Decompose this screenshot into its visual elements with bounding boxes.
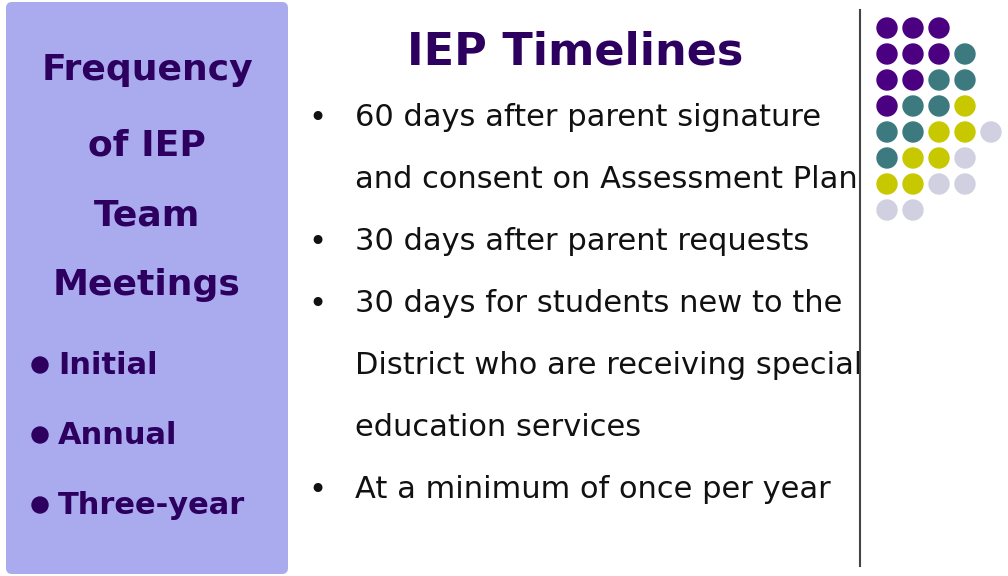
Circle shape (903, 70, 923, 90)
Circle shape (955, 174, 975, 194)
Circle shape (955, 122, 975, 142)
Text: of IEP: of IEP (88, 128, 206, 162)
Circle shape (877, 200, 897, 220)
Circle shape (32, 497, 48, 513)
Text: Frequency: Frequency (41, 53, 253, 87)
Text: 30 days after parent requests: 30 days after parent requests (355, 228, 809, 256)
Circle shape (955, 96, 975, 116)
Text: •: • (308, 104, 327, 132)
Circle shape (877, 18, 897, 38)
Circle shape (903, 122, 923, 142)
Circle shape (929, 96, 949, 116)
Circle shape (955, 44, 975, 64)
Text: 60 days after parent signature: 60 days after parent signature (355, 104, 822, 132)
Text: •: • (308, 290, 327, 319)
Text: education services: education services (355, 414, 641, 442)
Text: •: • (308, 476, 327, 505)
Text: Meetings: Meetings (53, 268, 241, 302)
Text: and consent on Assessment Plan: and consent on Assessment Plan (355, 165, 858, 195)
Text: Team: Team (94, 198, 201, 232)
Circle shape (903, 96, 923, 116)
Circle shape (929, 18, 949, 38)
Circle shape (877, 122, 897, 142)
Text: Three-year: Three-year (58, 491, 245, 520)
Circle shape (877, 70, 897, 90)
Circle shape (955, 148, 975, 168)
Circle shape (877, 44, 897, 64)
Text: IEP Timelines: IEP Timelines (407, 31, 743, 74)
Circle shape (877, 174, 897, 194)
Circle shape (929, 148, 949, 168)
Text: At a minimum of once per year: At a minimum of once per year (355, 476, 831, 505)
Circle shape (929, 122, 949, 142)
Circle shape (903, 174, 923, 194)
Circle shape (877, 148, 897, 168)
Text: District who are receiving special: District who are receiving special (355, 351, 863, 381)
Circle shape (981, 122, 1001, 142)
Circle shape (955, 70, 975, 90)
Circle shape (929, 44, 949, 64)
Text: Initial: Initial (58, 351, 157, 380)
Text: Annual: Annual (58, 420, 177, 449)
Circle shape (903, 200, 923, 220)
Circle shape (903, 148, 923, 168)
Text: •: • (308, 228, 327, 256)
Circle shape (32, 427, 48, 443)
Circle shape (32, 357, 48, 373)
Circle shape (929, 70, 949, 90)
FancyBboxPatch shape (6, 2, 288, 574)
Circle shape (903, 18, 923, 38)
Text: 30 days for students new to the: 30 days for students new to the (355, 290, 843, 319)
Circle shape (929, 174, 949, 194)
Circle shape (903, 44, 923, 64)
Circle shape (877, 96, 897, 116)
